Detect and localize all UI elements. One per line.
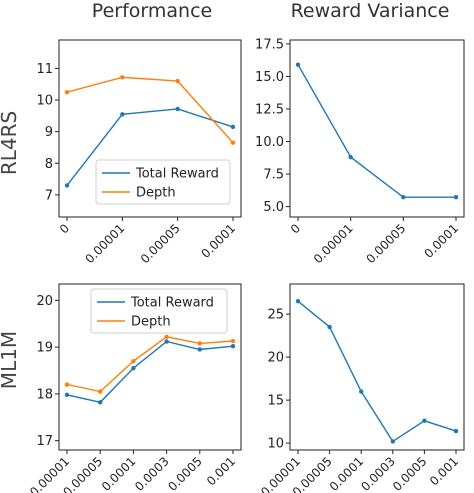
x-tick-label: 0.00001 bbox=[82, 221, 127, 266]
data-point bbox=[327, 324, 332, 330]
chart-panel-1: 5.0 7.5 10.0 12.5 15.0 17.5 0 0.00001 0.00005 0.0… bbox=[255, 37, 465, 266]
x-tick-label: 0.00005 bbox=[363, 221, 408, 266]
x-tick-label: 0 bbox=[288, 221, 303, 236]
y-tick-label: 17 bbox=[36, 434, 53, 449]
data-point bbox=[164, 334, 169, 340]
legend-label: Depth bbox=[131, 315, 171, 330]
legend: Total Reward Depth bbox=[90, 288, 228, 334]
x-tick-label: 0.0001 bbox=[199, 221, 239, 261]
x-tick-label: 0 bbox=[57, 221, 72, 236]
data-point bbox=[295, 62, 301, 67]
axis-frame bbox=[58, 283, 242, 451]
y-tick-label: 7.5 bbox=[263, 168, 284, 183]
series-line-total-reward bbox=[66, 340, 234, 404]
data-point bbox=[64, 382, 70, 387]
y-tick-label: 18 bbox=[36, 387, 53, 402]
y-tick-label: 7 bbox=[45, 188, 53, 203]
axis-frame bbox=[58, 39, 242, 218]
data-point bbox=[390, 439, 395, 444]
axis-frame bbox=[289, 283, 465, 451]
x-tick-label: 0.001 bbox=[427, 454, 461, 488]
x-tick-label: 0.001 bbox=[204, 454, 238, 488]
data-point bbox=[98, 389, 103, 394]
y-tick-label: 15.0 bbox=[255, 70, 284, 85]
data-point bbox=[230, 140, 236, 145]
data-point bbox=[164, 339, 169, 344]
chart-panel-3: 101520250.000010.000050.00010.00030.0005… bbox=[258, 283, 465, 493]
col-title-performance: Performance bbox=[92, 0, 212, 22]
data-point bbox=[348, 154, 353, 160]
row-label-rl4rs: RL4RS bbox=[0, 111, 21, 175]
y-tick-label: 11 bbox=[36, 62, 53, 77]
data-point bbox=[401, 195, 406, 200]
legend-label: Total Reward bbox=[130, 296, 214, 311]
axis-frame bbox=[289, 39, 465, 218]
y-tick-label: 25 bbox=[267, 308, 284, 323]
data-point bbox=[175, 106, 180, 112]
y-tick-label: 8 bbox=[45, 157, 53, 172]
x-tick-label: 0.00005 bbox=[138, 221, 183, 266]
y-tick-label: 10 bbox=[36, 94, 53, 109]
y-tick-label: 5.0 bbox=[263, 200, 284, 215]
data-point bbox=[453, 428, 459, 434]
legend-label: Total Reward bbox=[135, 167, 219, 182]
col-title-reward-variance: Reward Variance bbox=[291, 0, 450, 22]
x-tick-label: 0.0005 bbox=[390, 454, 430, 493]
data-point bbox=[64, 89, 70, 95]
data-point bbox=[453, 195, 459, 200]
x-tick-label: 0.0001 bbox=[99, 454, 139, 493]
data-point bbox=[230, 124, 236, 130]
data-point bbox=[422, 418, 427, 423]
series-line-variance bbox=[297, 64, 456, 198]
y-tick-label: 9 bbox=[45, 125, 53, 140]
chart-panel-0: 7 8 9 10 11 0 0.00001 0.00005 0.0001 Total Reward… bbox=[36, 39, 242, 266]
data-point bbox=[230, 343, 236, 349]
data-point bbox=[131, 365, 136, 371]
legend-box bbox=[95, 159, 231, 205]
data-point bbox=[197, 341, 202, 346]
series-line-total-reward bbox=[66, 108, 234, 186]
data-point bbox=[131, 358, 136, 364]
x-tick-label: 0.0005 bbox=[165, 454, 205, 493]
legend: Total Reward Depth bbox=[95, 159, 231, 205]
data-point bbox=[120, 75, 125, 80]
data-point bbox=[359, 389, 364, 394]
y-tick-label: 10.0 bbox=[255, 135, 284, 150]
series-line-variance bbox=[297, 300, 457, 443]
data-point bbox=[197, 347, 202, 352]
legend-label: Depth bbox=[136, 186, 176, 201]
chart-panel-2: 171819200.000010.000050.00010.00030.0005… bbox=[27, 283, 242, 493]
x-tick-label: 0.0001 bbox=[422, 221, 462, 261]
y-tick-label: 20 bbox=[267, 351, 284, 366]
y-tick-label: 10 bbox=[267, 437, 284, 452]
y-tick-label: 20 bbox=[36, 294, 53, 309]
data-point bbox=[120, 112, 125, 117]
data-point bbox=[64, 392, 70, 398]
row-label-ml1m: ML1M bbox=[0, 331, 21, 389]
x-tick-label: 0.00001 bbox=[311, 221, 356, 266]
y-tick-label: 15 bbox=[267, 394, 284, 409]
y-tick-label: 17.5 bbox=[255, 37, 284, 52]
series-line-depth bbox=[66, 336, 234, 393]
legend-box bbox=[90, 288, 228, 334]
data-point bbox=[98, 400, 103, 405]
data-point bbox=[64, 183, 70, 188]
y-tick-label: 19 bbox=[36, 341, 53, 356]
data-point bbox=[175, 78, 180, 84]
y-tick-label: 12.5 bbox=[255, 102, 284, 117]
data-point bbox=[295, 299, 301, 304]
series-line-depth bbox=[66, 76, 234, 144]
x-tick-label: 0.0003 bbox=[132, 454, 172, 493]
data-point bbox=[230, 338, 236, 344]
